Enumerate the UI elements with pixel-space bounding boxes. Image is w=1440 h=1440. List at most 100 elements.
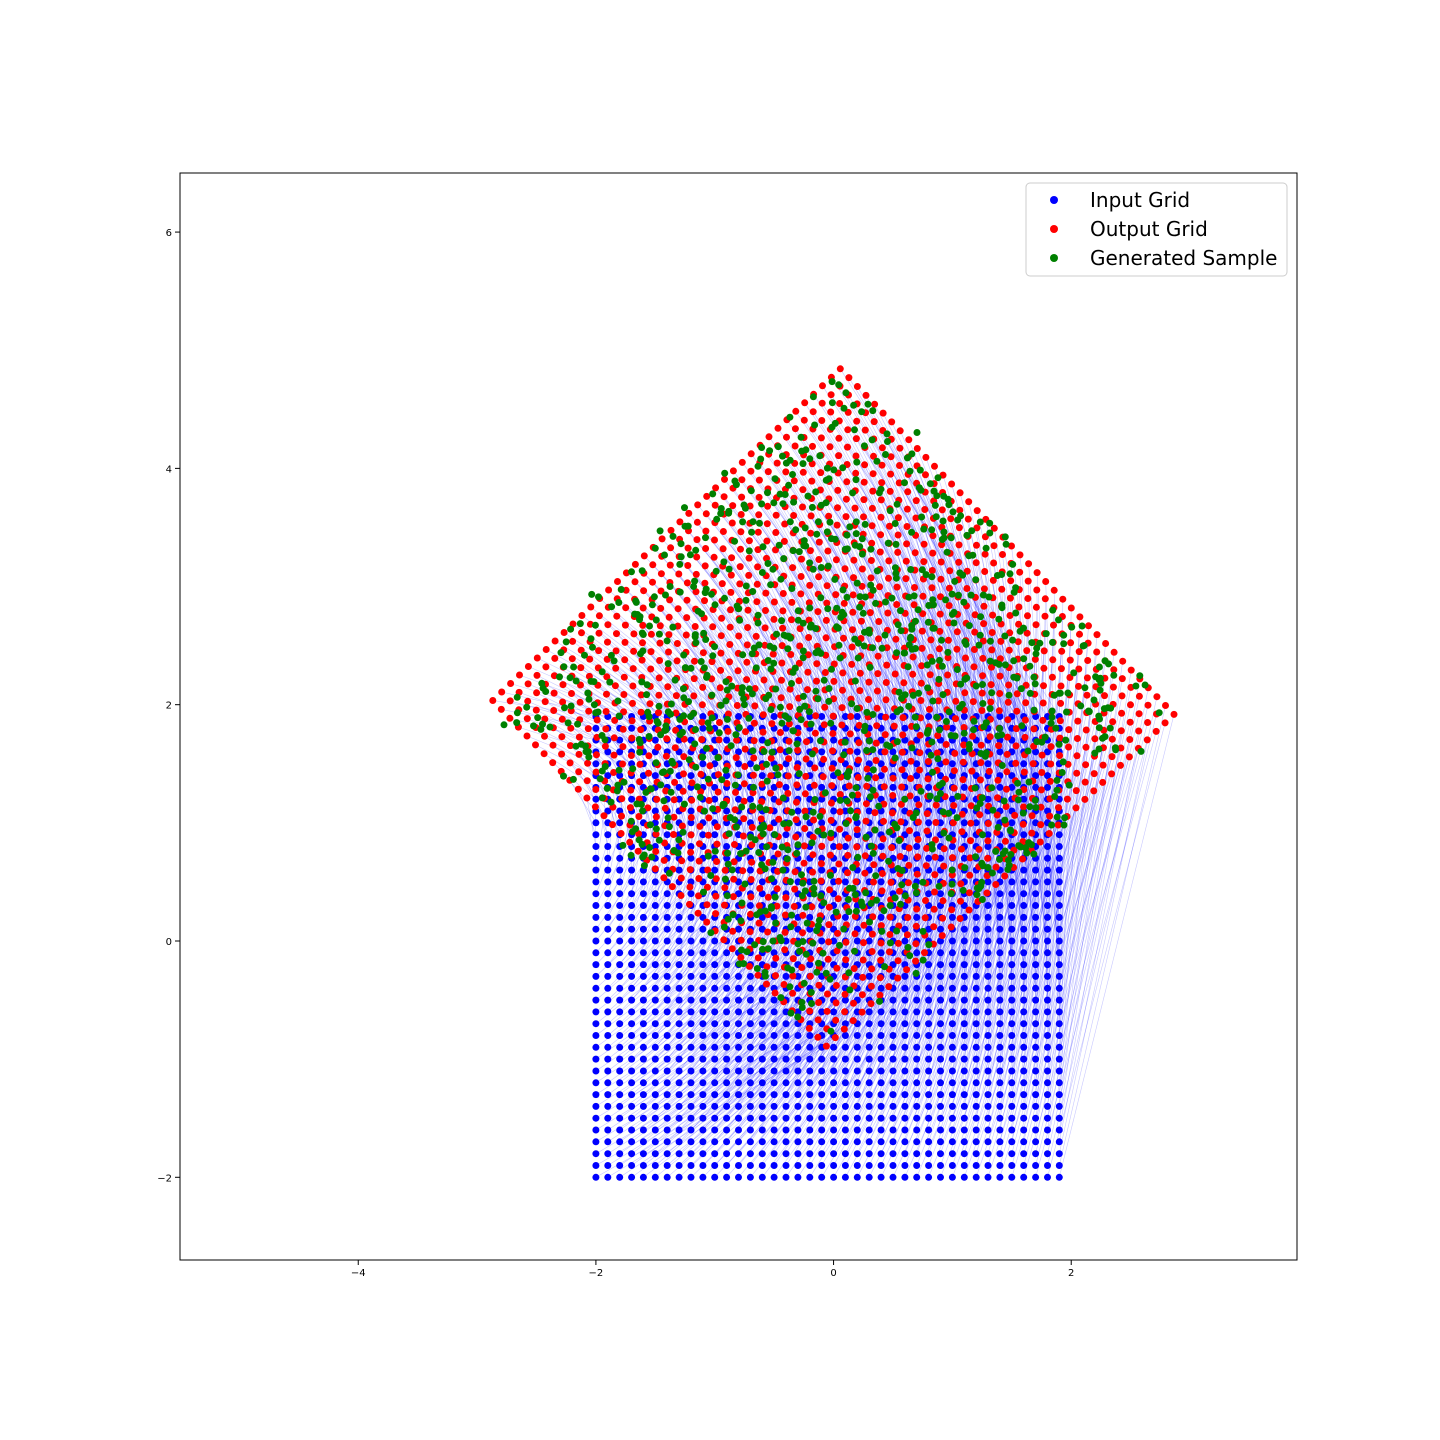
connector-line [987, 703, 1061, 1095]
generated-sample-point [848, 700, 856, 708]
output-grid-point [860, 513, 867, 521]
input-grid-point [901, 1067, 909, 1075]
output-grid-point [706, 762, 714, 770]
input-grid-point [723, 961, 731, 969]
connector-line [809, 742, 842, 977]
input-grid-point [913, 1008, 921, 1016]
input-grid-point [996, 713, 1004, 720]
output-grid-point [914, 818, 922, 826]
input-grid-point [746, 1043, 754, 1051]
input-grid-point [628, 996, 636, 1004]
output-grid-point [569, 620, 577, 628]
input-grid-point [830, 843, 838, 850]
input-grid-point [711, 795, 719, 803]
output-grid-point [802, 772, 810, 780]
output-grid-point [609, 821, 616, 829]
input-grid-point [889, 1043, 897, 1051]
output-grid-point [948, 871, 956, 879]
output-grid-point [935, 645, 943, 653]
connector-line [535, 744, 597, 776]
input-grid-point [592, 1138, 600, 1146]
output-grid-point [695, 892, 702, 900]
output-grid-point [603, 673, 611, 681]
input-grid-point [1008, 1138, 1016, 1146]
connector-line [880, 832, 1033, 1166]
output-grid-point [817, 469, 825, 477]
input-grid-point [841, 1055, 849, 1063]
input-grid-point [628, 961, 636, 969]
output-grid-point [629, 682, 637, 690]
output-grid-point [833, 521, 841, 529]
connector-line [608, 607, 739, 729]
connector-line [810, 533, 929, 812]
output-grid-point [770, 615, 778, 623]
input-grid-point [592, 831, 600, 839]
output-grid-point [1047, 760, 1055, 768]
output-grid-point [806, 1007, 814, 1015]
input-grid-point [687, 1079, 695, 1087]
input-grid-point [996, 972, 1004, 980]
output-grid-point [1119, 657, 1127, 665]
input-grid-point [1008, 1091, 1016, 1099]
output-grid-point [1028, 812, 1036, 820]
input-grid-point [628, 902, 636, 909]
output-grid-point [852, 452, 860, 460]
connector-line [904, 789, 1025, 1131]
input-grid-point [616, 878, 624, 886]
input-grid-point [616, 972, 624, 980]
connector-line [801, 558, 906, 823]
output-grid-point [1073, 769, 1081, 777]
output-grid-point [764, 468, 772, 476]
generated-sample-point [843, 593, 851, 601]
output-grid-point [752, 632, 760, 640]
input-grid-point [628, 866, 636, 874]
input-grid-point [1055, 854, 1063, 862]
input-grid-point [1020, 972, 1028, 980]
output-grid-point [896, 853, 904, 860]
output-grid-point [775, 781, 783, 789]
generated-sample-point [914, 606, 922, 614]
output-grid-point [762, 607, 769, 614]
input-grid-point [1044, 866, 1051, 874]
generated-sample-point [724, 849, 732, 857]
generated-sample-point [843, 797, 851, 805]
output-grid-point [840, 599, 848, 607]
connector-line [1023, 730, 1139, 1166]
output-grid-point [876, 583, 884, 591]
input-grid-point [758, 1008, 766, 1016]
input-grid-point [1020, 1032, 1028, 1039]
output-grid-point [916, 731, 924, 739]
output-grid-point [952, 715, 959, 723]
generated-sample-point [745, 547, 753, 555]
input-grid-point [628, 1173, 636, 1181]
output-grid-point [876, 974, 884, 982]
output-grid-point [832, 999, 840, 1007]
connector-line [1023, 651, 1062, 1060]
connector-line [821, 884, 997, 1178]
input-grid-point [960, 949, 968, 957]
output-grid-point [1109, 718, 1117, 726]
input-grid-point [925, 1126, 933, 1134]
input-grid-point [841, 1067, 849, 1075]
input-grid-point [651, 972, 659, 980]
input-grid-point [651, 961, 659, 969]
output-grid-point [989, 576, 997, 584]
input-grid-point [675, 1079, 683, 1087]
input-grid-point [616, 937, 624, 945]
generated-sample-point [714, 754, 722, 762]
output-grid-point [666, 596, 674, 604]
output-grid-point [767, 772, 775, 780]
connector-line [714, 934, 891, 1142]
output-grid-point [966, 871, 974, 879]
connector-line [1023, 739, 1148, 1178]
input-grid-point [699, 831, 707, 839]
output-grid-point [1127, 666, 1135, 674]
input-grid-point [699, 1079, 707, 1087]
output-grid-point [835, 843, 843, 851]
output-grid-point [924, 775, 932, 783]
input-grid-point [639, 1138, 647, 1146]
input-grid-point [937, 984, 944, 992]
input-grid-point [592, 1162, 600, 1169]
connector-line [1011, 730, 1122, 1154]
output-grid-point [709, 623, 717, 631]
